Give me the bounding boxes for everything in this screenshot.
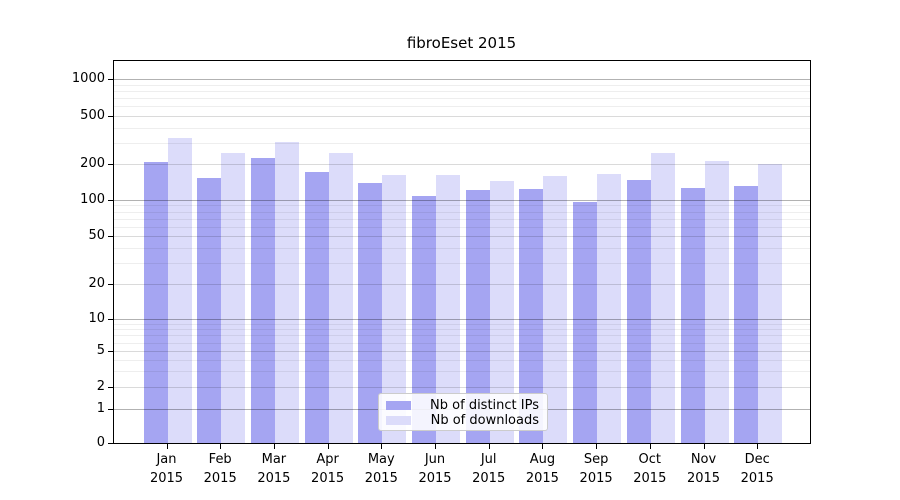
- x-tick-label-may: May 2015: [364, 452, 398, 486]
- x-tick-label-nov: Nov 2015: [686, 452, 721, 486]
- gridline-2: [114, 387, 810, 388]
- x-tick-label-jul: Jul 2015: [472, 452, 506, 486]
- gridline-100: [114, 200, 810, 201]
- y-tick-label-100: 100: [80, 192, 105, 207]
- y-tick-mark: [108, 443, 113, 444]
- bar-distinct-ips-oct: [626, 180, 651, 443]
- plot-area: Nb of distinct IPs Nb of downloads: [113, 60, 811, 444]
- chart-title: fibroEset 2015: [406, 34, 517, 52]
- gridline-4: [114, 359, 810, 361]
- x-tick-mark: [542, 444, 544, 449]
- gridline-70: [114, 218, 810, 220]
- x-tick-mark: [596, 444, 598, 449]
- bar-downloads-sep: [597, 173, 622, 443]
- x-tick-label-apr: Apr 2015: [311, 452, 345, 486]
- x-tick-mark: [435, 444, 436, 449]
- gridline-6: [114, 342, 810, 344]
- gridline-40: [114, 247, 810, 249]
- x-tick-mark: [488, 444, 490, 449]
- legend-label-downloads: Nb of downloads: [430, 413, 539, 428]
- bar-distinct-ips-dec: [734, 185, 759, 443]
- y-tick-label-20: 20: [88, 276, 105, 291]
- x-tick-mark: [381, 444, 383, 449]
- gridline-500: [114, 116, 810, 117]
- y-tick-mark: [108, 387, 113, 388]
- gridline-30: [114, 262, 810, 264]
- legend-label-distinct-ips: Nb of distinct IPs: [430, 398, 539, 413]
- legend-entry-distinct-ips: Nb of distinct IPs: [386, 398, 539, 413]
- x-tick-label-oct: Oct 2015: [633, 452, 667, 486]
- bar-downloads-feb: [221, 152, 246, 443]
- bar-downloads-dec: [758, 164, 783, 443]
- gridline-400: [114, 127, 810, 129]
- bar-distinct-ips-nov: [680, 187, 705, 443]
- bar-downloads-mar: [274, 141, 299, 443]
- gridline-60: [114, 226, 810, 228]
- y-tick-mark: [108, 409, 113, 410]
- y-tick-label-0: 0: [96, 435, 105, 450]
- bar-downloads-nov: [704, 160, 729, 443]
- y-tick-mark: [108, 319, 113, 320]
- bar-distinct-ips-mar: [250, 157, 275, 443]
- x-tick-label-sep: Sep 2015: [579, 452, 613, 486]
- y-tick-mark: [108, 200, 113, 201]
- gridline-20: [114, 284, 810, 285]
- gridline-200: [114, 164, 810, 165]
- y-tick-label-50: 50: [88, 228, 105, 243]
- x-tick-mark: [166, 444, 168, 449]
- y-tick-mark: [108, 351, 113, 352]
- y-tick-label-1: 1: [96, 401, 105, 416]
- bar-distinct-ips-sep: [573, 201, 598, 443]
- gridline-700: [114, 98, 810, 100]
- y-tick-mark: [108, 116, 113, 117]
- x-tick-mark: [327, 444, 329, 449]
- gridline-10: [114, 319, 810, 320]
- gridline-80: [114, 211, 810, 213]
- x-tick-label-jun: Jun 2015: [418, 452, 452, 486]
- x-tick-mark: [703, 444, 705, 449]
- y-tick-label-1000: 1000: [71, 71, 105, 86]
- gridline-300: [114, 142, 810, 144]
- y-tick-label-2: 2: [96, 379, 105, 394]
- bar-downloads-oct: [650, 153, 675, 443]
- legend-entry-downloads: Nb of downloads: [386, 413, 539, 428]
- gridline-7: [114, 335, 810, 337]
- legend: Nb of distinct IPs Nb of downloads: [378, 393, 548, 431]
- x-tick-label-jan: Jan 2015: [149, 452, 184, 486]
- gridline-90: [114, 205, 810, 207]
- x-tick-mark: [649, 444, 651, 449]
- x-tick-mark: [220, 444, 222, 449]
- y-tick-mark: [108, 164, 113, 165]
- x-tick-mark: [757, 444, 759, 449]
- gridline-600: [114, 106, 810, 108]
- bar-distinct-ips-feb: [197, 178, 222, 443]
- gridline-1000: [114, 79, 810, 80]
- gridline-9: [114, 323, 810, 325]
- bar-distinct-ips-apr: [304, 172, 329, 443]
- y-tick-mark: [108, 284, 113, 285]
- x-tick-label-dec: Dec 2015: [740, 452, 774, 486]
- x-tick-label-mar: Mar 2015: [257, 452, 291, 486]
- gridline-800: [114, 90, 810, 92]
- gridline-3: [114, 371, 810, 373]
- bar-downloads-apr: [328, 153, 353, 443]
- y-tick-mark: [108, 79, 113, 80]
- gridline-50: [114, 236, 810, 237]
- y-tick-label-200: 200: [80, 156, 105, 171]
- bar-downloads-jan: [167, 137, 192, 443]
- y-tick-label-500: 500: [80, 108, 105, 123]
- x-tick-label-aug: Aug 2015: [525, 452, 559, 486]
- y-tick-label-5: 5: [96, 343, 105, 358]
- y-tick-mark: [108, 236, 113, 237]
- y-tick-label-10: 10: [88, 311, 105, 326]
- gridline-900: [114, 84, 810, 86]
- bar-distinct-ips-jan: [143, 162, 168, 443]
- gridline-5: [114, 351, 810, 352]
- x-tick-label-feb: Feb 2015: [203, 452, 237, 486]
- x-tick-mark: [273, 444, 275, 449]
- legend-swatch-distinct-ips: [386, 401, 411, 410]
- legend-swatch-downloads: [386, 416, 411, 425]
- gridline-8: [114, 329, 810, 331]
